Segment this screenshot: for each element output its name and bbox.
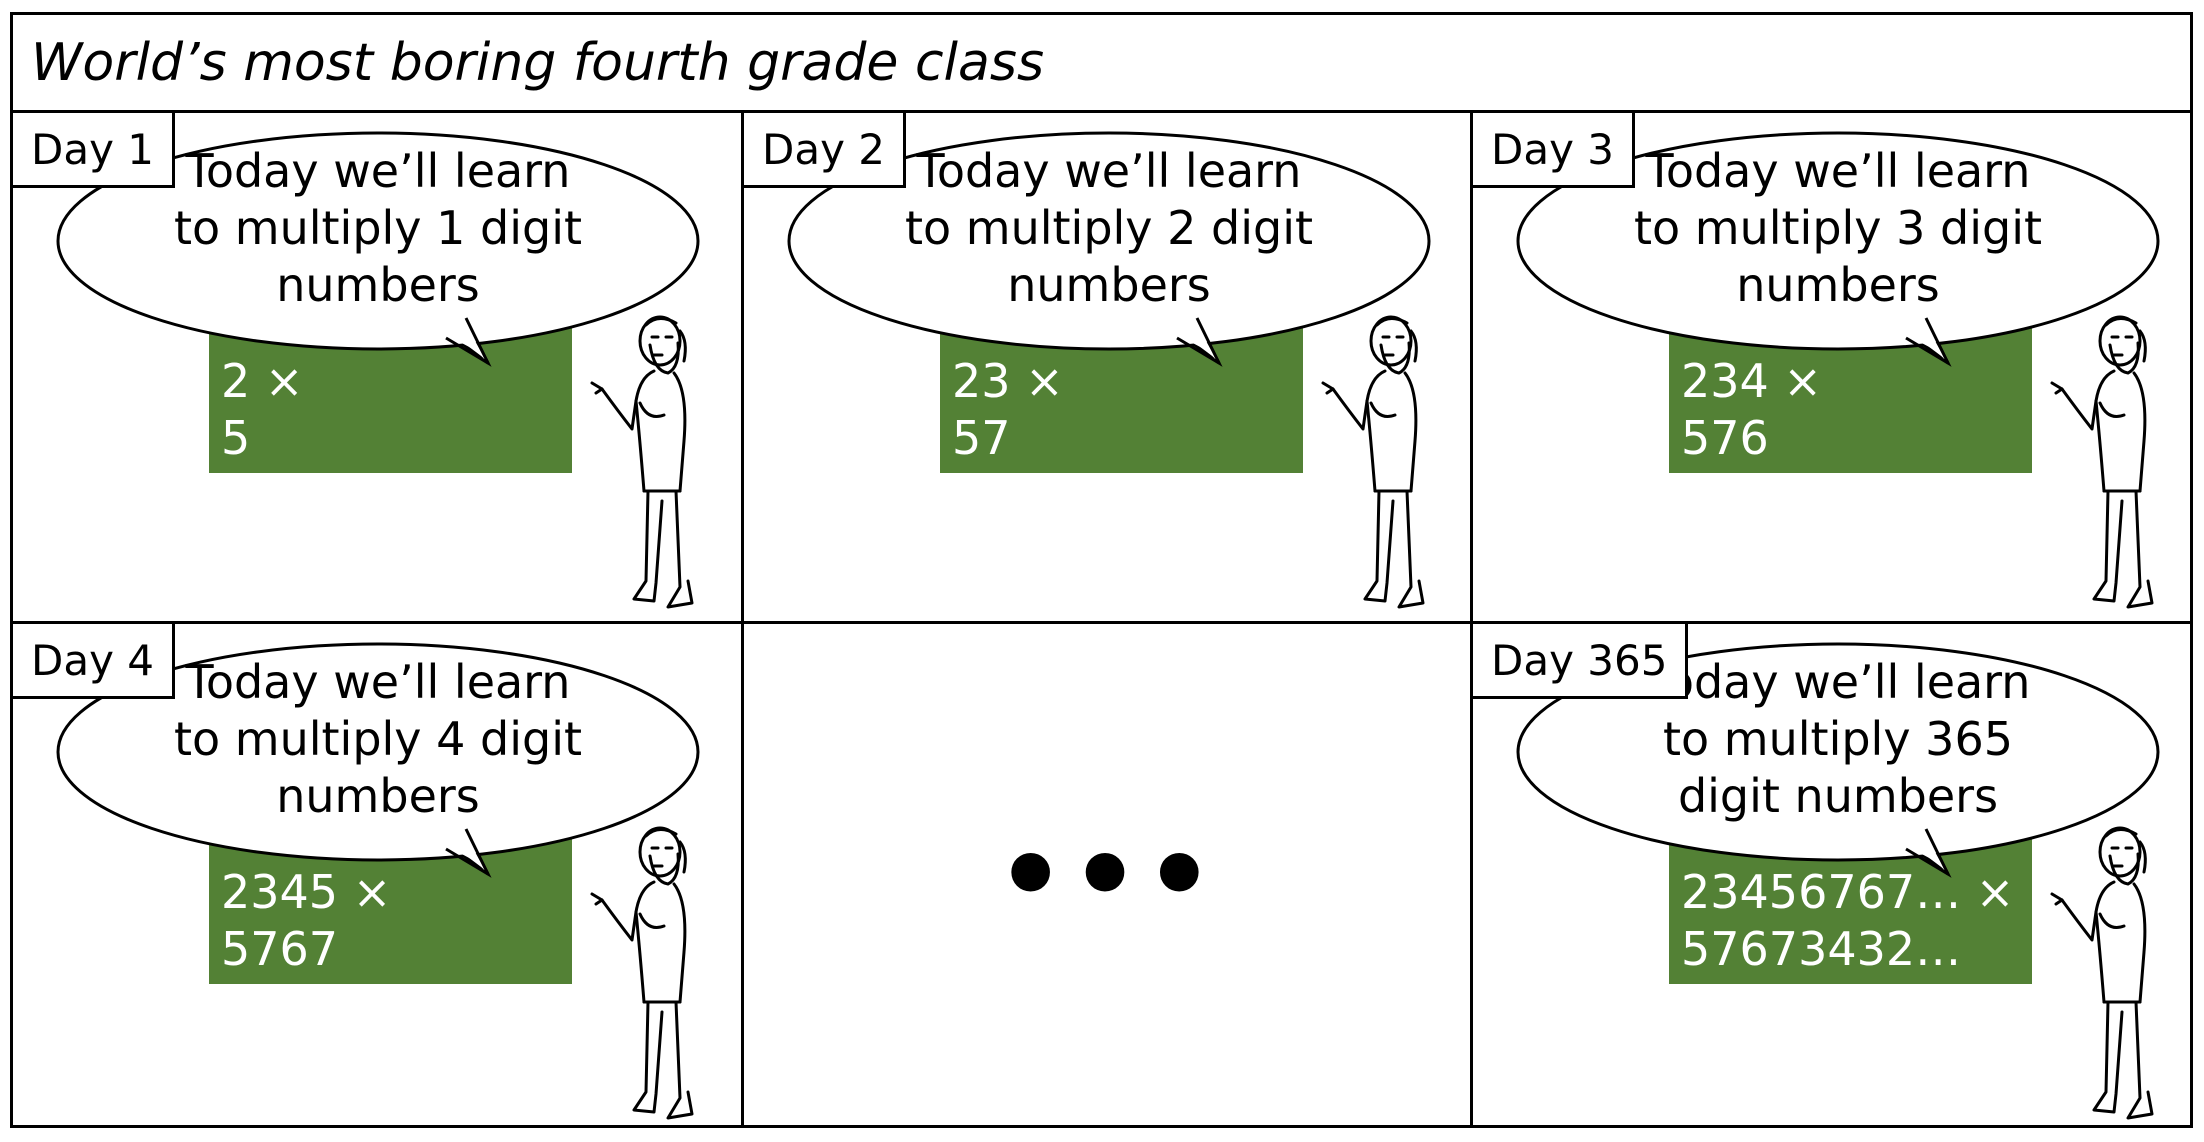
- speech-line-3: digit numbers: [1677, 769, 1999, 823]
- board-line-2: 5767: [221, 922, 339, 976]
- speech-bubble: Today we’ll learn to multiply 4 digit nu…: [53, 624, 713, 924]
- speech-bubble: Today we’ll learn to multiply 1 digit nu…: [53, 113, 713, 413]
- day-label: Day 4: [13, 624, 176, 699]
- board-line-1: 23456767… ×: [1681, 865, 2015, 919]
- speech-line-3: numbers: [1007, 258, 1211, 312]
- teacher-figure: [2050, 315, 2154, 609]
- board-line-1: 2345 ×: [221, 865, 392, 919]
- speech-line-3: numbers: [1736, 258, 1940, 312]
- speech-line-3: numbers: [276, 769, 480, 823]
- board-line-1: 2 ×: [221, 354, 304, 408]
- board-line-1: 234 ×: [1681, 354, 1822, 408]
- speech-line-2: to multiply 4 digit: [173, 712, 583, 766]
- speech-line-1: Today we’ll learn: [185, 655, 571, 709]
- speech-line-1: Today we’ll learn: [1645, 144, 2031, 198]
- teacher-figure: [1321, 315, 1425, 609]
- comic-title: World’s most boring fourth grade class: [31, 33, 1045, 93]
- title-bar: World’s most boring fourth grade class: [13, 15, 2190, 113]
- speech-line-2: to multiply 3 digit: [1633, 201, 2043, 255]
- day-label: Day 1: [13, 113, 176, 188]
- day-label: Day 2: [744, 113, 907, 188]
- board-line-2: 57: [952, 411, 1011, 465]
- speech-line-3: numbers: [276, 258, 480, 312]
- speech-line-1: Today we’ll learn: [1645, 655, 2031, 709]
- speech-bubble: Today we’ll learn to multiply 3 digit nu…: [1513, 113, 2173, 413]
- speech-bubble: Today we’ll learn to multiply 365 digit …: [1513, 624, 2173, 924]
- speech-bubble: Today we’ll learn to multiply 2 digit nu…: [784, 113, 1444, 413]
- ellipsis: •••: [995, 810, 1219, 939]
- panel-day-3: 234 × 576 Today we’ll learn to multiply …: [1470, 113, 2190, 621]
- panel-day-4: 2345 × 5767 Today we’ll learn to multipl…: [13, 621, 741, 1125]
- speech-line-1: Today we’ll learn: [916, 144, 1302, 198]
- speech-line-2: to multiply 1 digit: [173, 201, 583, 255]
- day-label: Day 365: [1473, 624, 1689, 699]
- board-line-2: 5: [221, 411, 251, 465]
- panel-ellipsis: •••: [741, 621, 1470, 1125]
- panel-day-1: 2 × 5 Today we’ll learn to multiply 1 di…: [13, 113, 741, 621]
- teacher-figure: [2050, 826, 2154, 1120]
- day-label: Day 3: [1473, 113, 1636, 188]
- speech-line-2: to multiply 2 digit: [904, 201, 1314, 255]
- board-line-2: 57673432…: [1681, 922, 1962, 976]
- teacher-figure: [590, 315, 694, 609]
- speech-line-2: to multiply 365: [1663, 712, 2013, 766]
- comic-strip: World’s most boring fourth grade class 2…: [10, 12, 2193, 1128]
- board-line-2: 576: [1681, 411, 1769, 465]
- board-line-1: 23 ×: [952, 354, 1064, 408]
- teacher-figure: [590, 826, 694, 1120]
- panel-day-2: 23 × 57 Today we’ll learn to multiply 2 …: [741, 113, 1470, 621]
- panel-day-365: 23456767… × 57673432… Today we’ll learn …: [1470, 621, 2190, 1125]
- speech-line-1: Today we’ll learn: [185, 144, 571, 198]
